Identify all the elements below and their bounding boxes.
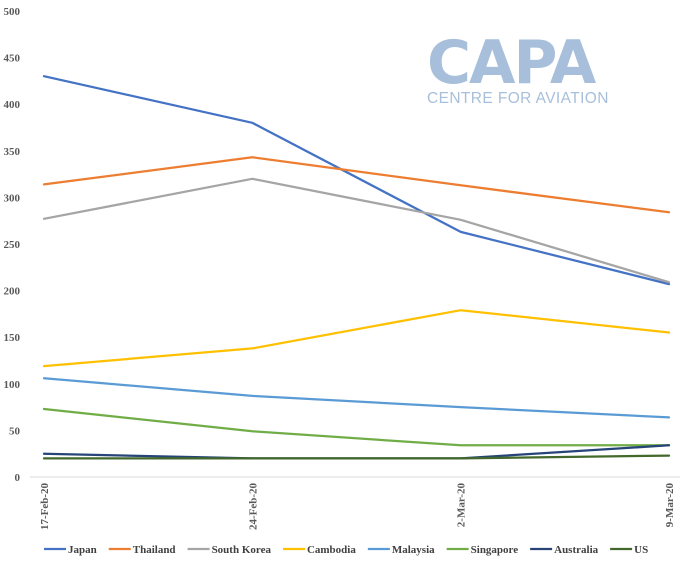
legend-label: US — [634, 544, 648, 556]
y-tick-label: 200 — [4, 286, 21, 298]
series-line-us — [42, 454, 671, 460]
y-tick-label: 400 — [4, 99, 21, 111]
series-line-cambodia — [42, 309, 671, 368]
y-tick-label: 50 — [9, 425, 21, 437]
capa-logo: CAPA CENTRE FOR AVIATION — [427, 28, 609, 107]
legend-item: South Korea — [187, 544, 272, 556]
legend-label: Japan — [68, 544, 97, 556]
legend-item: Malaysia — [367, 544, 435, 556]
series-line-malaysia — [42, 377, 671, 419]
y-tick-label: 450 — [4, 53, 21, 65]
y-tick-label: 150 — [4, 332, 21, 344]
series-line-thailand — [42, 156, 671, 214]
x-axis-ticks: 17-Feb-20 24-Feb-20 2-Mar-20 9-Mar-20 — [39, 483, 676, 531]
legend-label: Malaysia — [392, 544, 435, 556]
legend-item: Japan — [44, 544, 97, 556]
x-tick-label: 2-Mar-20 — [456, 483, 468, 528]
legend-label: Singapore — [471, 544, 519, 556]
legend: Japan Thailand South Korea Cambodia Malaysia… — [44, 544, 648, 556]
legend-item: Australia — [530, 544, 599, 556]
y-tick-label: 0 — [15, 472, 21, 484]
legend-item: Singapore — [446, 544, 519, 556]
x-tick-label: 9-Mar-20 — [664, 483, 676, 528]
logo-sub-text: CENTRE FOR AVIATION — [427, 90, 609, 107]
series-line-singapore — [42, 407, 671, 447]
series-line-japan — [42, 75, 671, 286]
y-tick-label: 100 — [4, 379, 21, 391]
x-tick-label: 17-Feb-20 — [39, 483, 51, 531]
legend-label: Thailand — [133, 544, 176, 556]
x-tick-label: 24-Feb-20 — [247, 483, 259, 531]
y-tick-label: 300 — [4, 192, 21, 204]
y-tick-label: 250 — [4, 239, 21, 251]
logo-main-text: CAPA — [427, 28, 597, 98]
legend-item: Cambodia — [282, 544, 356, 556]
legend-item: US — [610, 544, 648, 556]
legend-item: Thailand — [108, 544, 176, 556]
y-axis-ticks: 0 50 100 150 200 250 300 350 400 450 500 — [4, 6, 21, 484]
series-lines — [42, 75, 671, 460]
legend-label: Cambodia — [307, 544, 356, 556]
y-tick-label: 500 — [4, 6, 21, 18]
y-tick-label: 350 — [4, 146, 21, 158]
legend-label: South Korea — [212, 544, 272, 556]
series-line-south-korea — [42, 177, 671, 284]
legend-label: Australia — [554, 544, 599, 556]
